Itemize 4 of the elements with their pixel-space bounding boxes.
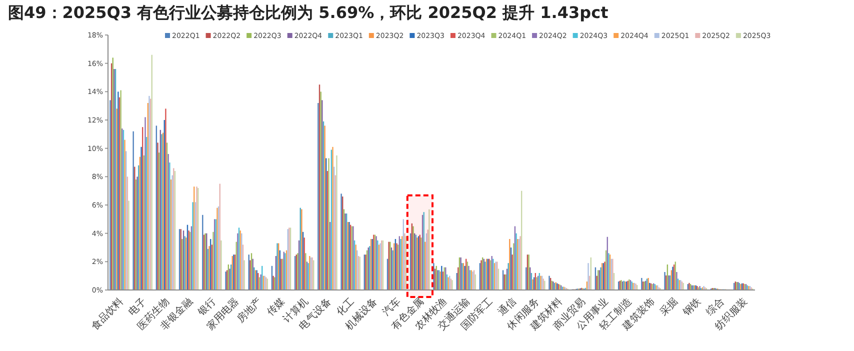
x-tick-label: 食品饮料 — [88, 296, 126, 332]
x-tick-label: 采掘 — [658, 296, 680, 318]
chart-title: 图49：2025Q3 有色行业公募持仓比例为 5.69%，环比 2025Q2 提升 1.43pct — [8, 3, 609, 22]
x-tick-label: 钢铁 — [680, 296, 704, 319]
